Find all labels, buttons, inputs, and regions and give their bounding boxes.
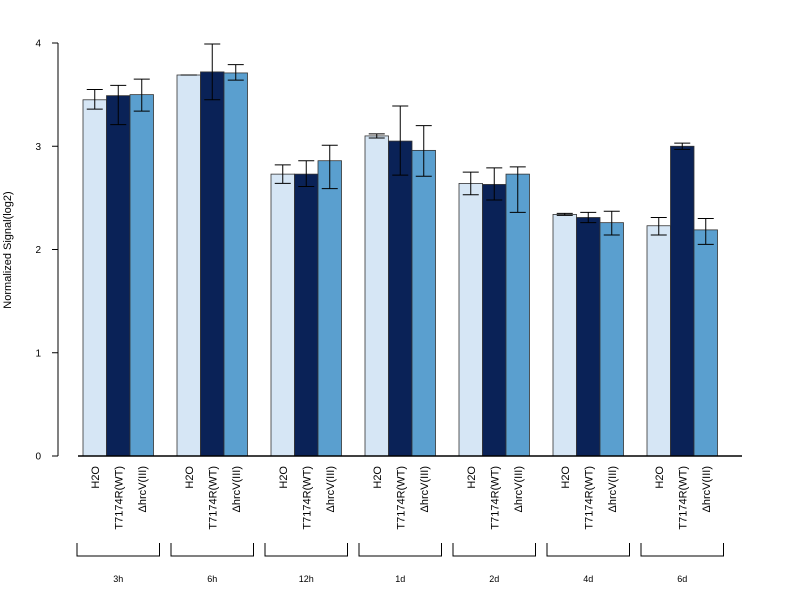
bar (458, 183, 483, 457)
bar (599, 222, 624, 457)
bar-label: H2O (90, 466, 102, 489)
bar (200, 71, 225, 457)
group-bracket (546, 543, 630, 557)
bar-label: ΔhrcV(III) (231, 466, 243, 512)
bar (388, 140, 413, 457)
bar (176, 74, 201, 457)
bar-label: T7174R(WT) (583, 466, 595, 530)
bar (505, 173, 530, 457)
bar-label: H2O (466, 466, 478, 489)
bar (129, 94, 154, 457)
bar (82, 99, 107, 457)
bar (411, 149, 436, 457)
bar (364, 135, 389, 457)
bar-label: T7174R(WT) (677, 466, 689, 530)
group-label: 6h (207, 574, 217, 584)
group-bracket (76, 543, 160, 557)
y-axis-label: Normalized Signal(log2) (2, 191, 14, 308)
group-label: 4d (583, 574, 593, 584)
bar-label: H2O (184, 466, 196, 489)
bar-labels: H2O T7174R(WT) ΔhrcV(III) H2O T7174R(WT) Δhrc… (90, 466, 713, 530)
y-tick-label: 0 (35, 452, 41, 463)
bar (576, 217, 601, 457)
group-bracket (170, 543, 254, 557)
bar-label: ΔhrcV(III) (513, 466, 525, 512)
group-label: 6d (677, 574, 687, 584)
group-label: 1d (395, 574, 405, 584)
bar-label: ΔhrcV(III) (419, 466, 431, 512)
bar-label: H2O (654, 466, 666, 489)
group-label: 2d (489, 574, 499, 584)
bar (294, 173, 319, 457)
bar-label: H2O (560, 466, 572, 489)
y-tick-label: 3 (35, 142, 41, 153)
bar (270, 173, 295, 457)
bar-label: ΔhrcV(III) (137, 466, 149, 512)
bar (482, 184, 507, 457)
bar (223, 72, 248, 457)
group-label: 12h (299, 574, 314, 584)
group-bracket (640, 543, 724, 557)
bar (552, 213, 577, 457)
bar-label: T7174R(WT) (395, 466, 407, 530)
bar-label: ΔhrcV(III) (607, 466, 619, 512)
bar (693, 229, 718, 457)
group-bracket (358, 543, 442, 557)
bar-label: T7174R(WT) (207, 466, 219, 530)
group-brackets: 3h 6h 12h 1d 2d 4d 6d (76, 543, 724, 584)
bar (646, 225, 671, 457)
y-tick-label: 2 (35, 245, 41, 256)
group-bracket (264, 543, 348, 557)
group-label: 3h (113, 574, 123, 584)
y-tick-label: 4 (35, 39, 41, 50)
bar (106, 95, 131, 457)
error-bars (86, 43, 714, 245)
y-axis: 0 1 2 3 4 (35, 39, 59, 463)
bar-label: T7174R(WT) (301, 466, 313, 530)
bar-label: H2O (372, 466, 384, 489)
bars (82, 71, 718, 457)
bar-label: ΔhrcV(III) (325, 466, 337, 512)
group-bracket (452, 543, 536, 557)
bar (317, 160, 342, 457)
y-tick-label: 1 (35, 348, 41, 359)
bar-label: T7174R(WT) (489, 466, 501, 530)
bar-label: T7174R(WT) (113, 466, 125, 530)
bar (670, 145, 695, 457)
bar-label: ΔhrcV(III) (701, 466, 713, 512)
bar-label: H2O (278, 466, 290, 489)
